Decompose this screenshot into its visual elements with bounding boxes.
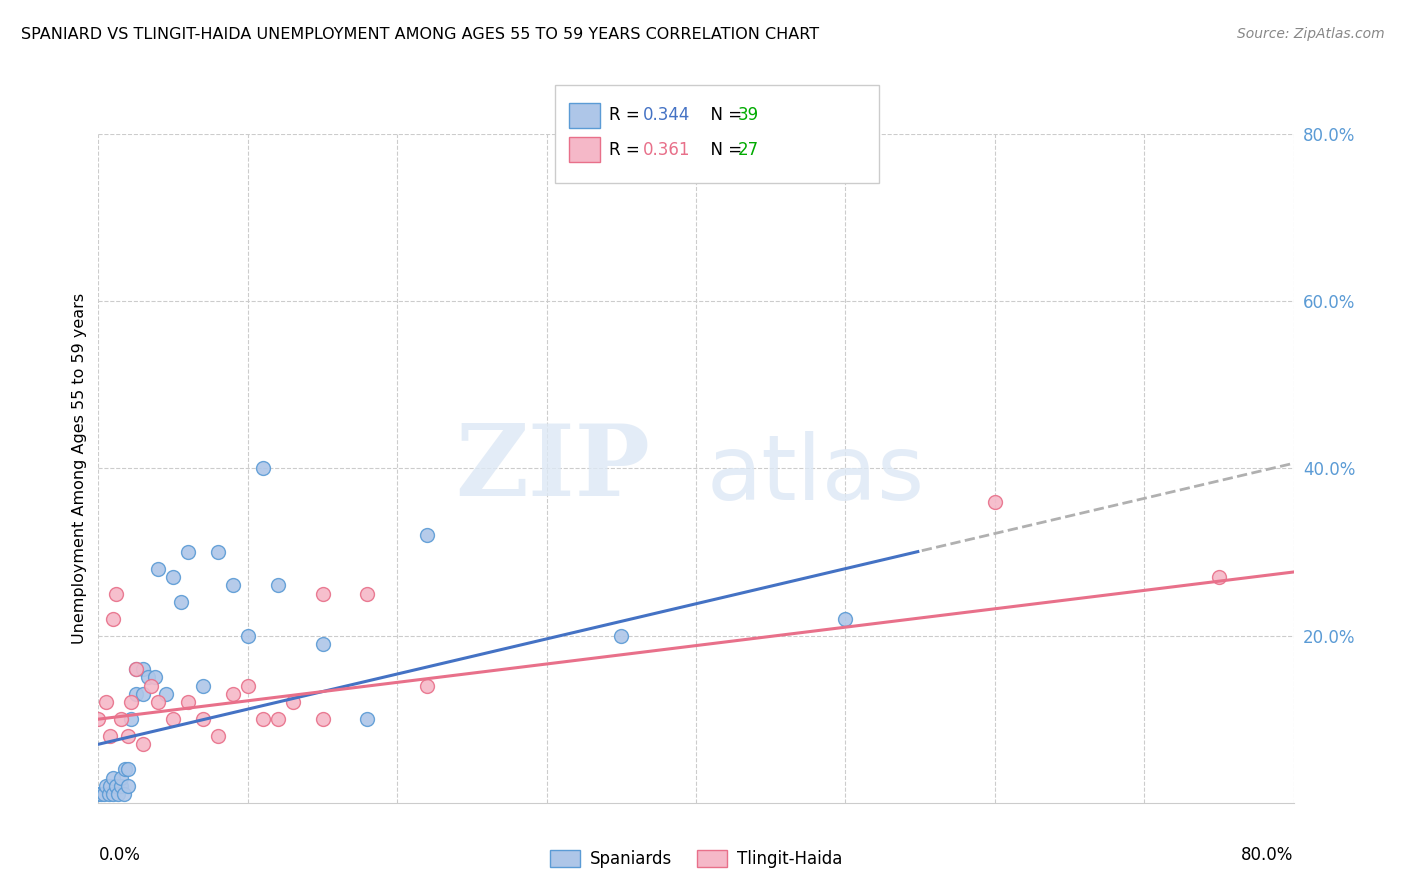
Legend: Spaniards, Tlingit-Haida: Spaniards, Tlingit-Haida — [543, 843, 849, 875]
Point — [90, 788, 112, 802]
Point — [132, 687, 155, 701]
Point — [132, 737, 155, 751]
Point — [169, 595, 191, 609]
Point — [110, 712, 132, 726]
Point — [834, 612, 856, 626]
Point — [107, 788, 129, 802]
Point — [252, 461, 274, 475]
Point — [87, 788, 110, 802]
Point — [120, 696, 142, 710]
Point — [103, 771, 125, 785]
Point — [610, 628, 633, 642]
Text: Source: ZipAtlas.com: Source: ZipAtlas.com — [1237, 27, 1385, 41]
Point — [207, 545, 229, 559]
Text: 0.0%: 0.0% — [98, 847, 141, 864]
Point — [94, 779, 117, 793]
Point — [222, 578, 245, 592]
Point — [125, 687, 148, 701]
Point — [93, 788, 115, 802]
Point — [117, 762, 139, 776]
Point — [110, 771, 132, 785]
Text: R =: R = — [609, 141, 645, 159]
Text: ZIP: ZIP — [456, 420, 650, 516]
Point — [110, 779, 132, 793]
Point — [356, 587, 378, 601]
Point — [103, 788, 125, 802]
Point — [311, 587, 333, 601]
Point — [207, 729, 229, 743]
Point — [311, 637, 333, 651]
Point — [155, 687, 177, 701]
Point — [87, 712, 110, 726]
Point — [98, 779, 122, 793]
Point — [416, 679, 439, 693]
Point — [105, 779, 128, 793]
Point — [236, 628, 259, 642]
Point — [114, 762, 136, 776]
Text: atlas: atlas — [706, 431, 925, 519]
Text: 0.361: 0.361 — [643, 141, 690, 159]
Point — [162, 570, 184, 584]
Text: 39: 39 — [738, 106, 759, 124]
Point — [105, 587, 128, 601]
Point — [1208, 570, 1230, 584]
Point — [117, 729, 139, 743]
Point — [236, 679, 259, 693]
Point — [103, 612, 125, 626]
Point — [148, 562, 170, 576]
Text: N =: N = — [700, 141, 748, 159]
Point — [94, 696, 117, 710]
Point — [983, 494, 1005, 508]
Point — [191, 679, 214, 693]
Text: R =: R = — [609, 106, 645, 124]
Point — [356, 712, 378, 726]
Point — [136, 670, 159, 684]
Point — [120, 712, 142, 726]
Point — [177, 696, 200, 710]
Point — [143, 670, 166, 684]
Point — [311, 712, 333, 726]
Point — [97, 788, 120, 802]
Point — [132, 662, 155, 676]
Text: 27: 27 — [738, 141, 759, 159]
Point — [117, 779, 139, 793]
Point — [125, 662, 148, 676]
Point — [252, 712, 274, 726]
Point — [416, 528, 439, 542]
Y-axis label: Unemployment Among Ages 55 to 59 years: Unemployment Among Ages 55 to 59 years — [72, 293, 87, 644]
Point — [177, 545, 200, 559]
Text: N =: N = — [700, 106, 748, 124]
Text: 0.344: 0.344 — [643, 106, 690, 124]
Point — [112, 788, 135, 802]
Point — [267, 578, 290, 592]
Point — [162, 712, 184, 726]
Point — [125, 662, 148, 676]
Text: 80.0%: 80.0% — [1241, 847, 1294, 864]
Point — [222, 687, 245, 701]
Point — [98, 729, 122, 743]
Point — [281, 696, 304, 710]
Point — [191, 712, 214, 726]
Point — [267, 712, 290, 726]
Text: SPANIARD VS TLINGIT-HAIDA UNEMPLOYMENT AMONG AGES 55 TO 59 YEARS CORRELATION CHA: SPANIARD VS TLINGIT-HAIDA UNEMPLOYMENT A… — [21, 27, 820, 42]
Point — [148, 696, 170, 710]
Point — [139, 679, 162, 693]
